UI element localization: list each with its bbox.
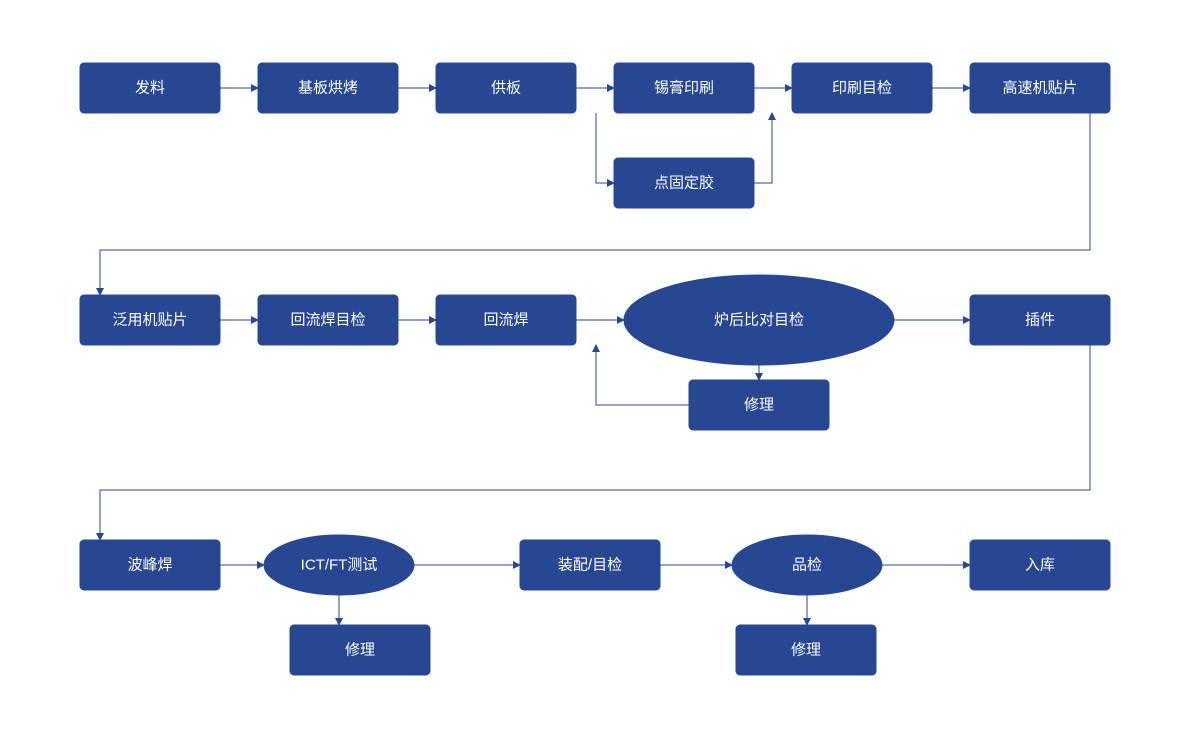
node-n4: 锡膏印刷: [614, 63, 754, 113]
node-label: 泛用机贴片: [112, 312, 187, 329]
node-label: 基板烘烤: [298, 79, 358, 97]
node-n15: ICT/FT测试: [264, 535, 414, 595]
node-label: 入库: [1025, 557, 1055, 574]
node-label: 修理: [744, 397, 774, 414]
node-n16: 装配/目检: [520, 540, 660, 590]
node-label: 回流焊目检: [290, 312, 365, 329]
node-n17: 品检: [732, 535, 882, 595]
node-label: 修理: [791, 642, 821, 659]
node-label: 插件: [1025, 312, 1055, 329]
node-label: 品检: [792, 557, 822, 574]
node-n6: 高速机贴片: [970, 63, 1110, 113]
node-n5: 印刷目检: [792, 63, 932, 113]
node-n18: 入库: [970, 540, 1110, 590]
node-label: 供板: [491, 79, 521, 97]
node-n19: 修理: [290, 625, 430, 675]
node-n2: 基板烘烤: [258, 63, 398, 113]
node-label: 锡膏印刷: [654, 80, 714, 97]
node-n10: 回流焊: [436, 295, 576, 345]
node-label: 高速机贴片: [1002, 80, 1077, 97]
edge-n6-n8: [100, 113, 1090, 295]
node-n11: 炉后比对目检: [624, 275, 894, 365]
node-label: 炉后比对目检: [714, 312, 804, 329]
node-label: 修理: [345, 642, 375, 659]
node-n14: 波峰焊: [80, 540, 220, 590]
node-label: 印刷目检: [832, 80, 892, 97]
node-label: 点固定胶: [654, 175, 714, 192]
node-label: 波峰焊: [127, 557, 172, 574]
node-n20: 修理: [736, 625, 876, 675]
node-n9: 回流焊目检: [258, 295, 398, 345]
nodes-group: 发料 基板烘烤 供板 锡膏印刷 印刷目检 高速机贴片点固定胶泛用机贴片 回流焊目检 回流焊 炉后…: [80, 63, 1110, 675]
node-label: 回流焊: [483, 312, 528, 329]
node-label: ICT/FT测试: [301, 557, 378, 574]
node-label: 装配/目检: [558, 557, 622, 574]
node-n7: 点固定胶: [614, 158, 754, 208]
node-label: 发料: [135, 80, 165, 97]
edge-n3-n7: [596, 113, 614, 183]
node-n12: 插件: [970, 295, 1110, 345]
flowchart-canvas: 发料 基板烘烤 供板 锡膏印刷 印刷目检 高速机贴片点固定胶泛用机贴片 回流焊目检 回流焊 炉后…: [0, 0, 1200, 747]
edge-n7-n5: [754, 113, 772, 183]
node-n3: 供板: [436, 63, 576, 113]
node-n1: 发料: [80, 63, 220, 113]
node-n13: 修理: [689, 380, 829, 430]
edge-n12-n14: [100, 345, 1090, 540]
node-n8: 泛用机贴片: [80, 295, 220, 345]
